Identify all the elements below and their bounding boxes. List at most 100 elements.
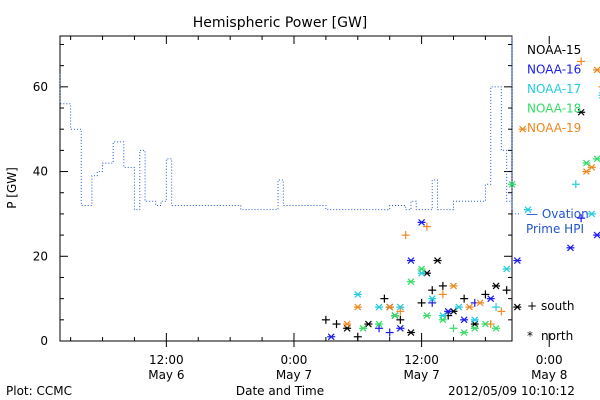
north-point — [396, 303, 405, 311]
north-point-stroke — [583, 168, 590, 175]
data-points — [321, 57, 600, 341]
south-point — [428, 286, 437, 295]
south-point — [422, 222, 431, 231]
north-point — [518, 125, 527, 133]
north-point-stroke — [513, 257, 521, 264]
north-point — [353, 290, 362, 298]
south-point — [571, 180, 580, 189]
north-point-stroke — [593, 155, 600, 163]
south-point — [385, 328, 394, 337]
north-point-stroke — [428, 295, 436, 303]
north-point — [582, 159, 591, 167]
legend-symbol-label: north — [541, 329, 573, 343]
north-point — [593, 231, 600, 239]
x-tick-time: 12:00 — [404, 353, 439, 367]
north-point — [343, 320, 352, 328]
legend: NOAA-15 NOAA-16 NOAA-17 NOAA-18 NOAA-19 + sout… — [527, 43, 581, 343]
south-point — [375, 324, 384, 333]
north-point-stroke — [519, 125, 527, 133]
y-axis-label: P [GW] — [5, 167, 19, 209]
north-point — [460, 316, 469, 324]
north-point — [593, 66, 600, 74]
north-point — [406, 257, 415, 264]
north-point-stroke — [423, 269, 431, 277]
north-point-stroke — [423, 312, 431, 320]
north-point-stroke — [364, 320, 372, 328]
north-point-stroke — [418, 218, 426, 226]
plot-credit: Plot: CCMC — [6, 384, 72, 398]
north-point-stroke — [396, 303, 404, 311]
north-point-stroke — [513, 303, 521, 311]
north-point-stroke — [588, 210, 596, 218]
y-tick-label: 60 — [33, 80, 48, 94]
north-point — [375, 320, 384, 328]
north-point — [587, 210, 596, 218]
x-tick-day: May 6 — [148, 368, 184, 382]
north-point — [577, 108, 586, 116]
north-point — [492, 282, 501, 290]
north-point — [470, 316, 479, 324]
north-point — [417, 265, 426, 273]
north-point — [428, 295, 437, 303]
south-point — [401, 231, 410, 240]
north-point — [476, 299, 485, 307]
north-point — [391, 312, 400, 320]
north-point-stroke — [588, 163, 596, 171]
legend-item: NOAA-19 — [527, 121, 581, 135]
north-point — [513, 303, 522, 311]
north-point — [396, 324, 405, 332]
south-point — [353, 332, 362, 341]
north-point-stroke — [476, 299, 484, 307]
north-point — [422, 312, 431, 320]
north-point — [587, 163, 596, 171]
legend-item: NOAA-15 — [527, 43, 581, 57]
north-point — [454, 303, 463, 311]
x-tick-day: May 7 — [276, 368, 312, 382]
north-point-stroke — [460, 329, 468, 336]
north-point — [359, 324, 368, 332]
north-point-stroke — [354, 303, 362, 311]
series-noaa-19 — [343, 57, 600, 329]
north-point-stroke — [444, 307, 452, 315]
series-noaa-16 — [327, 214, 600, 341]
north-point-stroke — [407, 329, 415, 336]
series-noaa-18 — [359, 155, 600, 336]
north-point-stroke — [396, 324, 404, 332]
north-point-stroke — [492, 282, 500, 290]
chart-title: Hemispheric Power [GW] — [193, 15, 368, 31]
legend-item: NOAA-16 — [527, 63, 581, 77]
y-tick-label: 0 — [40, 334, 48, 348]
north-point — [433, 257, 442, 264]
legend-symbol-label: south — [541, 299, 575, 313]
north-point-stroke — [455, 303, 463, 311]
north-point-stroke — [375, 320, 383, 328]
north-point — [508, 180, 516, 188]
north-point-stroke — [418, 265, 426, 273]
north-point-stroke — [386, 303, 394, 311]
north-point — [327, 333, 336, 341]
north-point — [502, 265, 511, 273]
x-axis-label: Date and Time — [236, 384, 324, 398]
north-point-stroke — [471, 316, 479, 324]
south-point — [486, 320, 495, 329]
legend-symbol: + — [527, 299, 537, 313]
south-point — [460, 294, 469, 303]
south-point — [332, 320, 341, 329]
series-noaa-17 — [353, 91, 600, 324]
north-point-stroke — [593, 231, 600, 239]
north-point — [465, 303, 474, 311]
north-point — [353, 303, 362, 311]
x-tick-day: May 8 — [531, 368, 567, 382]
north-point-stroke — [583, 159, 590, 167]
north-point-stroke — [492, 324, 500, 332]
x-tick-time: 12:00 — [149, 353, 184, 367]
y-tick-label: 40 — [33, 165, 48, 179]
ovation-label: — Ovation — [526, 207, 589, 221]
north-point-stroke — [471, 324, 479, 332]
legend-item: NOAA-18 — [527, 102, 581, 116]
north-point — [460, 329, 469, 336]
north-point-stroke — [503, 265, 511, 273]
